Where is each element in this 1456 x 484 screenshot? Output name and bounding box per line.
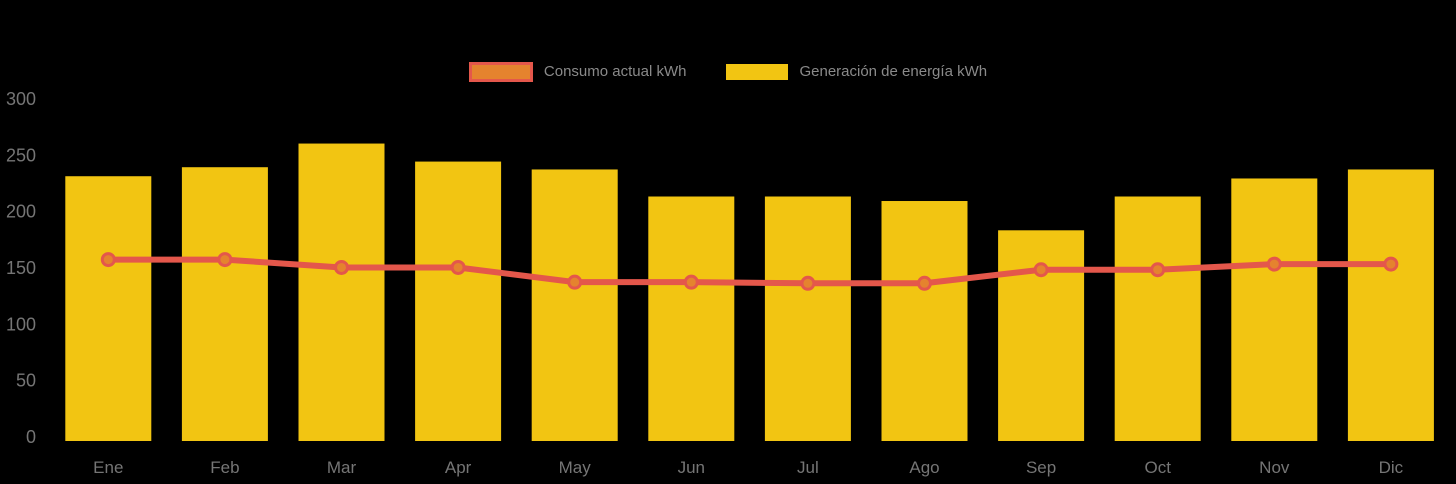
x-axis-tick-label-apr: Apr [445, 458, 472, 477]
x-axis-tick-label-oct: Oct [1144, 458, 1171, 477]
x-axis-tick-label-may: May [559, 458, 592, 477]
x-axis-tick-label-ago: Ago [909, 458, 939, 477]
bar-ene[interactable] [65, 176, 152, 441]
y-axis-tick-label: 50 [16, 371, 36, 391]
legend-label-consumo-actual: Consumo actual kWh [543, 63, 687, 80]
y-axis-tick-label: 200 [6, 202, 36, 222]
bar-apr[interactable] [415, 161, 502, 441]
bar-nov[interactable] [1231, 178, 1318, 442]
legend-label-generacion-energia: Generación de energía kWh [799, 63, 988, 80]
data-point-ene[interactable] [100, 252, 116, 268]
y-axis-tick-label: 100 [6, 314, 36, 334]
x-axis-tick-label-jul: Jul [797, 458, 819, 477]
bar-jun[interactable] [648, 196, 735, 441]
bar-oct[interactable] [1114, 196, 1201, 441]
x-axis-tick-label-jun: Jun [678, 458, 705, 477]
data-point-jun[interactable] [683, 274, 699, 290]
x-axis-tick-label-feb: Feb [210, 458, 239, 477]
data-point-jul[interactable] [800, 275, 816, 291]
y-axis-tick-label: 300 [6, 89, 36, 109]
data-point-dic[interactable] [1383, 256, 1399, 272]
y-axis-tick-label: 250 [6, 145, 36, 165]
x-axis-tick-label-mar: Mar [327, 458, 357, 477]
x-axis-tick-label-dic: Dic [1379, 458, 1404, 477]
chart-legend: Consumo actual kWh Generación de energía… [0, 62, 1456, 82]
data-point-mar[interactable] [334, 259, 349, 275]
legend-item-consumo-actual[interactable]: Consumo actual kWh [468, 62, 687, 82]
x-axis-tick-label-nov: Nov [1259, 458, 1290, 477]
x-axis-tick-label-sep: Sep [1026, 458, 1056, 477]
line-series-swatch-icon [468, 62, 533, 82]
data-point-may[interactable] [567, 274, 583, 290]
bar-mar[interactable] [298, 143, 385, 441]
bar-may[interactable] [531, 169, 618, 441]
legend-item-generacion-energia[interactable]: Generación de energía kWh [726, 62, 987, 82]
consumo-line [105, 256, 1394, 287]
bar-ago[interactable] [881, 201, 968, 441]
data-point-ago[interactable] [917, 275, 932, 291]
bar-feb[interactable] [181, 167, 268, 441]
x-axis-tick-label-ene: Ene [93, 458, 123, 477]
data-point-oct[interactable] [1150, 262, 1166, 278]
bar-sep[interactable] [998, 230, 1085, 441]
data-point-apr[interactable] [450, 259, 466, 275]
data-point-feb[interactable] [217, 252, 233, 268]
y-axis-tick-label: 150 [6, 258, 36, 278]
data-point-nov[interactable] [1266, 256, 1282, 272]
bar-dic[interactable] [1347, 169, 1434, 441]
bar-series-swatch-icon [726, 64, 789, 80]
bar-jul[interactable] [764, 196, 851, 441]
y-axis-tick-label: 0 [26, 427, 36, 447]
data-point-sep[interactable] [1033, 262, 1049, 278]
